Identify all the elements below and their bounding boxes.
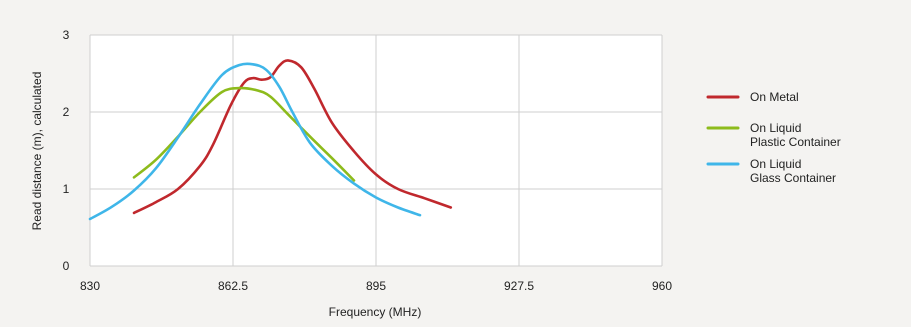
x-tick-label: 927.5 — [504, 279, 534, 293]
axes: 0 1 2 3 830 862.5 895 927.5 960 — [63, 28, 673, 293]
legend-label: On Liquid — [750, 121, 801, 135]
y-tick-label: 0 — [63, 259, 70, 273]
x-tick-label: 862.5 — [218, 279, 248, 293]
y-tick-label: 2 — [63, 105, 70, 119]
x-tick-label: 830 — [80, 279, 100, 293]
grid — [89, 34, 663, 267]
legend-label: On Metal — [750, 90, 799, 104]
legend-label: Glass Container — [750, 171, 836, 185]
y-tick-label: 3 — [63, 28, 70, 42]
legend-item-on-metal: On Metal — [706, 90, 799, 104]
series-line-glass-container — [88, 62, 422, 221]
x-tick-label: 960 — [652, 279, 672, 293]
y-axis-title: Read distance (m), calculated — [30, 72, 44, 231]
y-tick-label: 1 — [63, 182, 70, 196]
x-tick-label: 895 — [366, 279, 386, 293]
series-line-on-metal — [132, 59, 453, 215]
legend-label: Plastic Container — [750, 135, 841, 149]
x-axis-title: Frequency (MHz) — [329, 305, 422, 319]
series-lines — [88, 59, 453, 221]
legend-label: On Liquid — [750, 157, 801, 171]
